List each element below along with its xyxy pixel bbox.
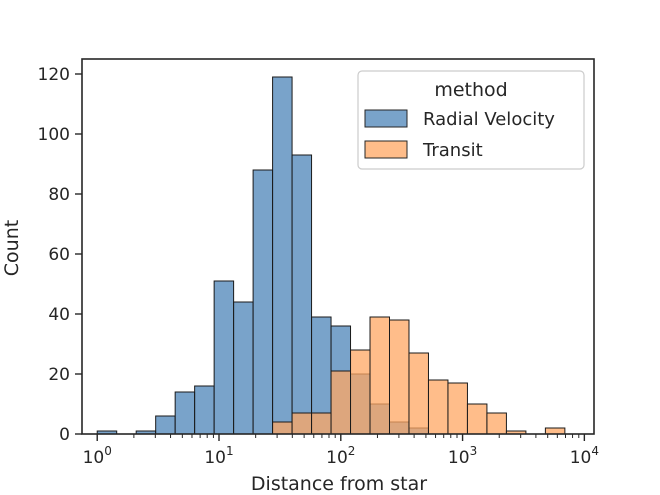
y-tick-label-6: 120: [38, 65, 70, 85]
y-axis: 0 20 40 60 80 100 120: [38, 65, 82, 445]
x-tick-label-2: 102: [326, 444, 355, 468]
bar-radial-velocity-9: [272, 76, 293, 435]
bar-radial-velocity-6: [213, 280, 235, 435]
y-tick-label-1: 20: [48, 365, 70, 385]
bar-radial-velocity-5: [194, 385, 215, 435]
bar-transit-10: [291, 412, 313, 435]
bar-transit-18: [447, 382, 468, 435]
bar-transit-16: [408, 352, 429, 435]
legend-label-transit: Transit: [422, 140, 483, 161]
y-tick-label-2: 40: [48, 305, 70, 325]
plot-frame: [81, 58, 595, 435]
legend-label-radial-velocity: Radial Velocity: [423, 109, 555, 130]
bar-transit-12: [330, 370, 352, 435]
bar-radial-velocity-3: [155, 415, 176, 435]
bar-radial-velocity-4: [174, 391, 196, 435]
bar-transit-20: [486, 412, 507, 435]
bar-radial-velocity-10: [291, 154, 313, 435]
transit-series: [272, 316, 566, 435]
x-tick-label-1: 101: [204, 444, 233, 468]
bar-transit-15: [389, 319, 410, 435]
legend-swatch-transit: [364, 140, 408, 159]
x-axis-label: Distance from star: [251, 473, 427, 495]
bar-transit-23: [544, 427, 566, 435]
bar-radial-velocity-8: [252, 169, 274, 435]
y-axis-label: Count: [1, 220, 23, 276]
y-tick-label-3: 60: [48, 245, 70, 265]
bar-transit-17: [427, 379, 449, 435]
bar-transit-19: [466, 403, 488, 435]
x-tick-label-4: 104: [570, 444, 599, 468]
legend-swatch-radial-velocity: [364, 109, 408, 128]
legend: method Radial Velocity Transit: [357, 70, 585, 170]
x-axis: 100 101 102 103 104: [83, 434, 599, 468]
bar-radial-velocity-7: [233, 301, 254, 435]
bar-transit-11: [311, 412, 332, 435]
y-tick-label-4: 80: [48, 185, 70, 205]
legend-box: [357, 70, 585, 170]
y-tick-label-0: 0: [59, 425, 70, 445]
x-tick-label-3: 103: [448, 444, 477, 468]
bar-transit-9: [272, 421, 293, 435]
bar-transit-13: [350, 349, 371, 435]
y-tick-label-5: 100: [38, 125, 70, 145]
legend-title: method: [434, 79, 507, 101]
bar-transit-14: [369, 316, 391, 435]
x-tick-label-0: 100: [83, 444, 112, 468]
